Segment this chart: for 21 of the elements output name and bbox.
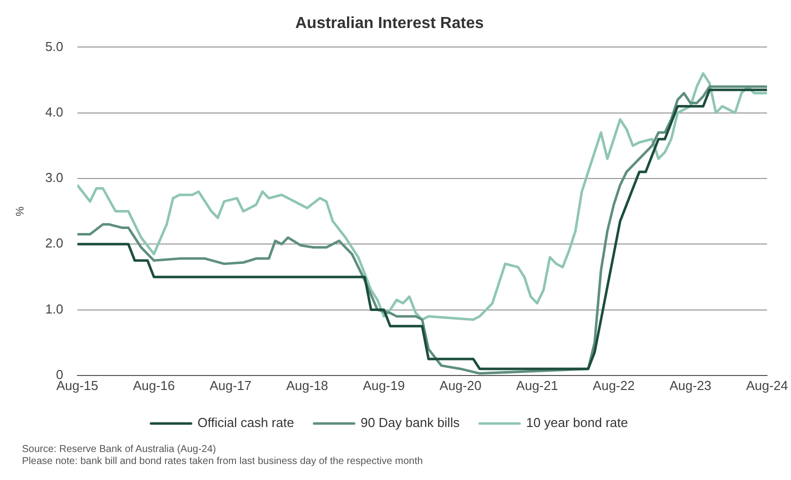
x-tick-label: Aug-23	[669, 378, 712, 393]
x-tick-label: Aug-17	[210, 378, 252, 393]
x-tick-label: Aug-21	[516, 378, 558, 393]
x-tick-label: Aug-16	[132, 378, 175, 393]
y-tick-label: 2.0	[45, 236, 64, 251]
y-axis-title: %	[14, 206, 27, 216]
x-tick-label: Aug-22	[592, 378, 635, 393]
legend-label: 90 Day bank bills	[360, 415, 460, 430]
x-tick-label: Aug-24	[746, 378, 788, 393]
y-tick-label: 4.0	[45, 104, 64, 120]
y-tick-label: 5.0	[45, 38, 64, 54]
legend-label: Official cash rate	[198, 415, 294, 430]
legend-label: 10 year bond rate	[526, 415, 628, 430]
x-tick-label: Aug-18	[286, 378, 328, 393]
chart-title: Australian Interest Rates	[295, 15, 484, 32]
y-tick-label: 1.0	[45, 301, 64, 316]
x-tick-label: Aug-20	[440, 378, 482, 393]
source-note: Source: Reserve Bank of Australia (Aug-24)	[22, 444, 217, 456]
text: Please note: bank bill and bond rates taken from last business day of the respective month	[22, 456, 423, 468]
x-tick-label: Aug-19	[362, 378, 405, 393]
y-tick-label: 3.0	[45, 170, 64, 186]
